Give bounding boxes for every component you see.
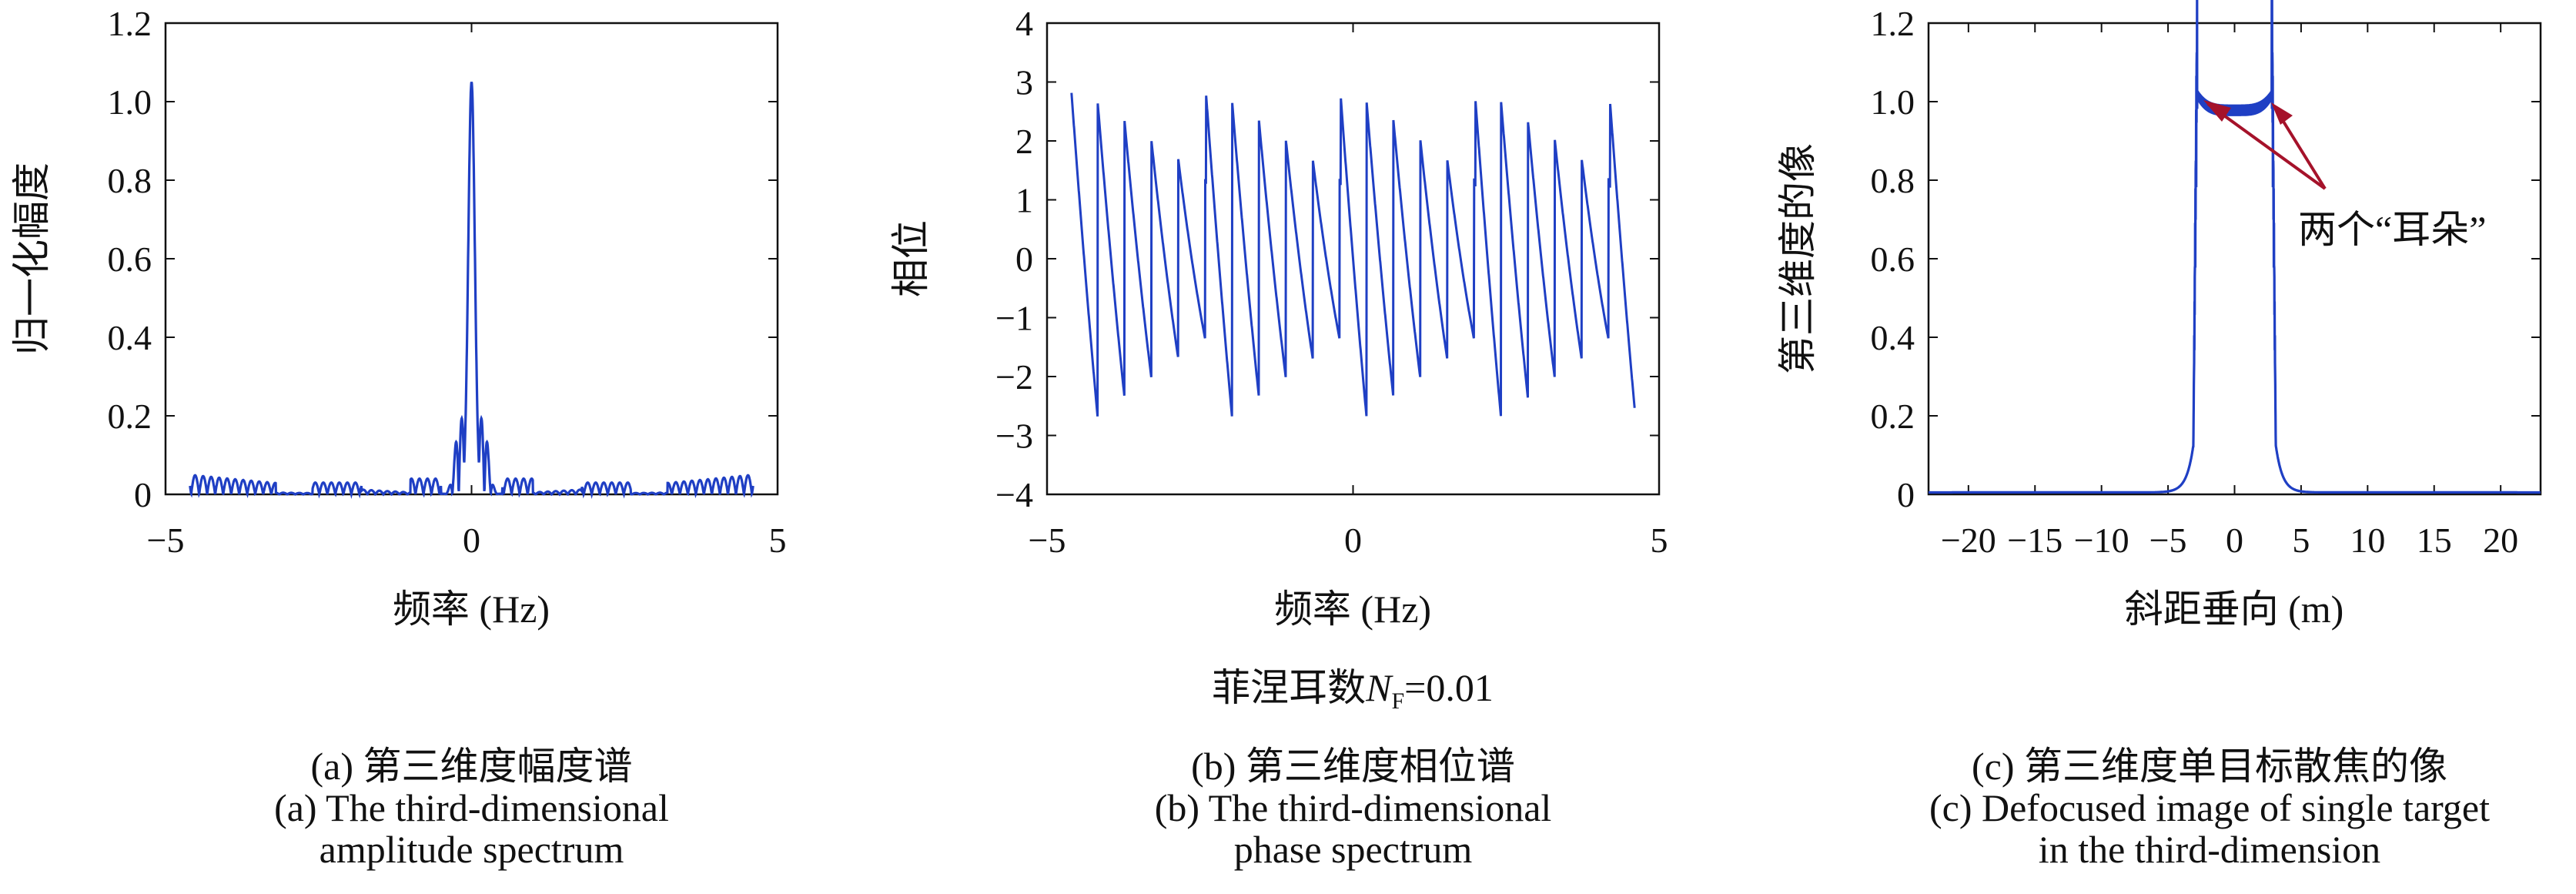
xtick-label: 0 [1344,521,1362,560]
xtick-label: 0 [463,521,480,560]
caption-c-en2: in the third-dimension [2038,828,2381,871]
figure-note: 菲涅耳数NF=0.01 [1212,666,1494,714]
plot-frame-c [1927,22,2542,496]
xlabel-c: 斜距垂向 (m) [2125,588,2344,631]
xtick-label: 5 [769,521,787,560]
ticks-b: −5 0 5 −4 −3 −2 −1 0 1 2 3 4 [995,4,1668,560]
series-line-b [1070,92,1636,417]
ylabel-a: 归一化幅度 [10,162,53,355]
xtick-label: −15 [2007,521,2062,560]
caption-b: (b) 第三维度相位谱 (b) The third-dimensional ph… [1047,745,1659,870]
ticks-c: −20 −15 −10 −5 0 5 10 15 20 0 0.2 0.4 0.6 0.8 1.0 1.2 [1871,4,2541,560]
ytick-label: 0 [1015,239,1033,279]
ytick-label: 0.2 [108,397,152,436]
ytick-label: 0.2 [1871,397,1915,436]
caption-a-zh: (a) 第三维度幅度谱 [310,745,633,788]
ylabel-b: 相位 [889,220,932,297]
caption-c: (c) 第三维度单目标散焦的像 (c) Defocused image of s… [1848,745,2571,870]
arrowhead-left [2203,100,2231,122]
arrowhead-right [2271,102,2293,125]
xtick-label: −5 [2149,521,2187,560]
annotation-arrow-left [2206,102,2327,190]
xtick-label: −5 [1029,521,1066,560]
xtick-label: 5 [2292,521,2310,560]
caption-b-en2: phase spectrum [1233,828,1473,871]
panel-c: −20 −15 −10 −5 0 5 10 15 20 0 0.2 0.4 0.6 0.8 1.0 1.2 斜… [1776,0,2542,631]
ytick-label: 0.8 [1871,161,1915,200]
xtick-label: −10 [2074,521,2129,560]
ytick-label: 1.2 [108,4,152,43]
ytick-label: −4 [995,475,1033,514]
xtick-label: −5 [147,521,185,560]
ytick-label: 1 [1015,181,1033,220]
caption-a-en1: (a) The third-dimensional [274,786,669,829]
annotation-label: 两个“耳朵” [2298,208,2486,251]
ytick-label: −2 [995,357,1033,397]
ytick-label: 0.6 [108,239,152,279]
xtick-label: 5 [1651,521,1668,560]
caption-c-zh: (c) 第三维度单目标散焦的像 [1972,745,2447,788]
panel-b: −5 0 5 −4 −3 −2 −1 0 1 2 3 4 频率 (Hz) 相位 菲涅耳数NF=0.01 [889,4,1668,714]
xlabel-b: 频率 (Hz) [1274,588,1431,631]
series-line-a [189,82,754,499]
ytick-label: 0.4 [1871,318,1915,357]
ytick-label: 0.6 [1871,239,1915,279]
ytick-label: 0 [134,475,152,514]
ytick-label: 0.4 [108,318,152,357]
ytick-label: 1.2 [1871,4,1915,43]
annotation-arrow-right [2276,110,2327,190]
ytick-label: 0 [1897,475,1915,514]
ytick-label: 1.0 [108,82,152,122]
ytick-label: −3 [995,417,1033,456]
caption-b-zh: (b) 第三维度相位谱 [1191,745,1515,788]
caption-a: (a) 第三维度幅度谱 (a) The third-dimensional am… [166,745,778,870]
caption-b-en1: (b) The third-dimensional [1154,786,1552,829]
ytick-label: 3 [1015,63,1033,102]
xlabel-a: 频率 (Hz) [393,588,550,631]
ytick-label: −1 [995,299,1033,338]
xtick-label: 0 [2226,521,2243,560]
ytick-label: 4 [1015,4,1033,43]
xtick-label: 20 [2483,521,2518,560]
xtick-label: 10 [2350,521,2385,560]
ytick-label: 1.0 [1871,82,1915,122]
ytick-label: 0.8 [108,161,152,200]
ticks-a: −5 0 5 0 0.2 0.4 0.6 0.8 1.0 1.2 [108,4,787,560]
xtick-label: −20 [1941,521,1996,560]
panel-a: −5 0 5 0 0.2 0.4 0.6 0.8 1.0 1.2 频率 (Hz) 归一化幅度 [10,4,787,631]
ylabel-c: 第三维度的像 [1776,143,1819,374]
caption-c-en1: (c) Defocused image of single target [1929,786,2490,829]
xtick-label: 15 [2417,521,2452,560]
ytick-label: 2 [1015,122,1033,161]
caption-a-en2: amplitude spectrum [319,828,624,871]
